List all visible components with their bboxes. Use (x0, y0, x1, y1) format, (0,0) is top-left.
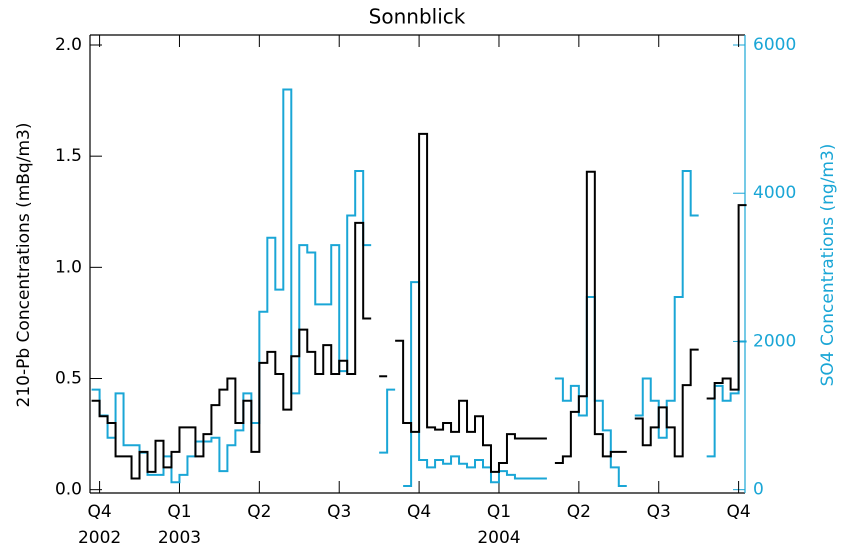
series-line (554, 170, 627, 464)
series-line (634, 348, 699, 458)
x-tick-label: Q2 (567, 502, 591, 522)
y2-tick-label: 0 (753, 480, 764, 500)
series-line (706, 204, 747, 400)
y-tick-label: 2.0 (55, 35, 82, 55)
y2-tick-label: 6000 (753, 35, 796, 55)
series-line (91, 88, 372, 484)
y2-tick-label: 4000 (753, 183, 796, 203)
y-tick-label: 0.0 (55, 480, 82, 500)
x-tick-label: Q2 (247, 502, 271, 522)
y-axis-label: 210-Pb Concentrations (mBq/m3) (14, 123, 34, 408)
y-tick-label: 1.0 (55, 257, 82, 277)
x-tick-label: Q4 (87, 502, 111, 522)
x-tick-label: Q3 (327, 502, 351, 522)
series-line (91, 221, 372, 480)
x-tick-label: Q4 (407, 502, 431, 522)
series-line (634, 169, 699, 439)
series-line (554, 295, 627, 487)
x-tick-label: Q3 (647, 502, 671, 522)
x-tick-label: Q4 (727, 502, 751, 522)
y2-axis-label: SO4 Concentrations (ng/m3) (818, 144, 838, 387)
x-year-label: 2002 (78, 528, 121, 548)
x-year-label: 2003 (158, 528, 201, 548)
x-tick-label: Q1 (487, 502, 511, 522)
y2-tick-label: 2000 (753, 331, 796, 351)
y-tick-label: 0.5 (55, 369, 82, 389)
series-line (379, 388, 396, 454)
x-year-label: 2004 (477, 528, 520, 548)
x-tick-label: Q1 (167, 502, 191, 522)
y-tick-label: 1.5 (55, 146, 82, 166)
series-line (395, 132, 547, 473)
series-line (403, 281, 547, 487)
chart-title: Sonnblick (369, 5, 466, 29)
